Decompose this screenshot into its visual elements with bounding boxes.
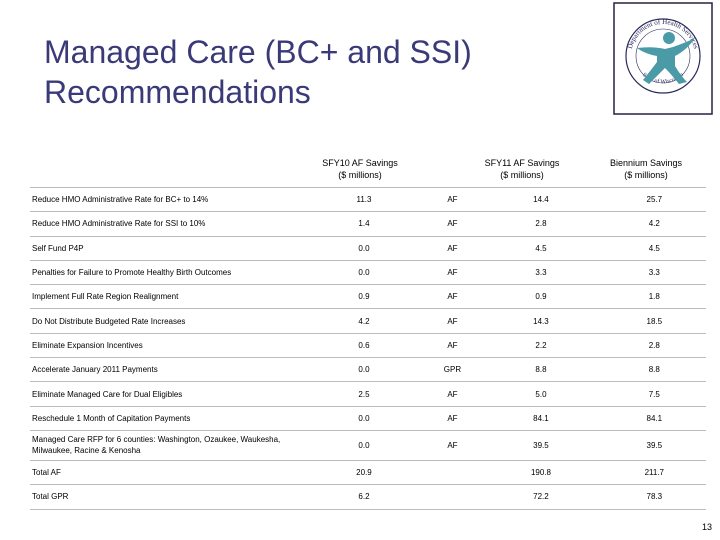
table-row: Reschedule 1 Month of Capitation Payment… xyxy=(30,406,706,430)
row-name: Do Not Distribute Budgeted Rate Increase… xyxy=(32,316,186,326)
row-sfy10-savings: 0.0 xyxy=(358,365,370,375)
row-sfy10-savings: 20.9 xyxy=(356,468,372,478)
row-biennium-savings: 211.7 xyxy=(644,468,664,478)
row-biennium-savings: 7.5 xyxy=(648,389,660,399)
row-fund-type: AF xyxy=(447,413,458,423)
row-sfy11-savings: 14.4 xyxy=(533,195,549,205)
row-sfy11-savings: 190.8 xyxy=(530,468,551,478)
row-sfy11-savings: 39.5 xyxy=(533,440,549,450)
row-fund-type: AF xyxy=(447,268,458,278)
table-row: Self Fund P4P 0.0 AF 4.5 4.5 xyxy=(30,236,706,260)
row-sfy10-savings: 0.0 xyxy=(358,243,370,253)
col-header-sfy10-line1: SFY10 AF Savings xyxy=(322,158,398,168)
row-biennium-savings: 84.1 xyxy=(646,413,663,423)
row-name: Eliminate Expansion Incentives xyxy=(32,340,143,350)
row-biennium-savings: 78.3 xyxy=(646,492,663,502)
row-biennium-savings: 3.3 xyxy=(648,268,660,278)
slide-title: Managed Care (BC+ and SSI) Recommendatio… xyxy=(44,32,604,112)
row-sfy10-savings: 2.5 xyxy=(358,389,370,399)
table-row: Eliminate Expansion Incentives 0.6 AF 2.2 2.… xyxy=(30,333,706,357)
col-header-biennium-line1: Biennium Savings xyxy=(609,158,683,168)
row-fund-type: AF xyxy=(447,219,458,229)
row-sfy11-savings: 2.8 xyxy=(535,219,547,229)
row-name: Reduce HMO Administrative Rate for BC+ t… xyxy=(32,195,209,205)
row-name: Managed Care RFP for 6 counties: Washing… xyxy=(32,435,281,456)
row-sfy10-savings: 0.9 xyxy=(358,292,370,302)
row-name: Total GPR xyxy=(32,492,69,502)
table-row: Total GPR 6.2 72.2 78.3 xyxy=(30,484,706,510)
row-biennium-savings: 4.5 xyxy=(648,243,660,253)
row-fund-type xyxy=(426,460,480,484)
row-sfy11-savings: 2.2 xyxy=(535,340,547,350)
row-sfy11-savings: 3.3 xyxy=(535,268,547,278)
row-sfy10-savings: 0.0 xyxy=(358,268,370,278)
table-row: Penalties for Failure to Promote Healthy… xyxy=(30,260,706,284)
row-biennium-savings: 18.5 xyxy=(646,316,663,326)
row-sfy10-savings: 0.0 xyxy=(358,440,370,450)
row-fund-type: GPR xyxy=(443,365,462,375)
row-sfy10-savings: 11.3 xyxy=(356,195,372,205)
table-row: Reduce HMO Administrative Rate for BC+ t… xyxy=(30,187,706,212)
table-row: Reduce HMO Administrative Rate for SSI t… xyxy=(30,211,706,236)
row-fund-type xyxy=(426,485,480,509)
row-name: Accelerate January 2011 Payments xyxy=(32,365,158,375)
row-name: Reduce HMO Administrative Rate for SSI t… xyxy=(32,219,206,229)
row-sfy11-savings: 84.1 xyxy=(533,413,549,423)
person-figure-icon xyxy=(637,32,695,84)
slide-title-line-1: Managed Care (BC+ and SSI) xyxy=(44,34,472,70)
page-number: 13 xyxy=(701,522,712,532)
row-biennium-savings: 39.5 xyxy=(646,440,663,450)
row-sfy10-savings: 1.4 xyxy=(358,219,370,229)
department-logo: Department of Health Services State of W… xyxy=(613,2,713,115)
row-fund-type: AF xyxy=(447,292,458,302)
row-sfy10-savings: 4.2 xyxy=(358,316,370,326)
row-fund-type: AF xyxy=(447,316,458,326)
row-biennium-savings: 8.8 xyxy=(648,365,660,375)
row-name: Reschedule 1 Month of Capitation Payment… xyxy=(32,413,191,423)
row-name: Total AF xyxy=(32,468,61,478)
col-header-sfy11: SFY11 AF Savings ($ millions) xyxy=(462,157,582,181)
row-biennium-savings: 4.2 xyxy=(648,219,660,229)
row-sfy11-savings: 4.5 xyxy=(535,243,547,253)
row-name: Implement Full Rate Region Realignment xyxy=(32,292,179,302)
col-header-biennium-line2: ($ millions) xyxy=(624,170,668,180)
row-fund-type: AF xyxy=(447,243,458,253)
row-fund-type: AF xyxy=(447,195,458,205)
row-sfy11-savings: 14.3 xyxy=(533,316,549,326)
table-row: Implement Full Rate Region Realignment 0.… xyxy=(30,284,706,309)
row-fund-type: AF xyxy=(447,340,458,350)
col-header-biennium: Biennium Savings ($ millions) xyxy=(586,157,706,181)
row-fund-type: AF xyxy=(447,440,458,450)
col-header-sfy10-line2: ($ millions) xyxy=(338,170,382,180)
row-biennium-savings: 2.8 xyxy=(648,340,660,350)
recommendations-table-body: Reduce HMO Administrative Rate for BC+ t… xyxy=(30,187,706,510)
row-sfy11-savings: 0.9 xyxy=(535,292,547,302)
row-sfy11-savings: 72.2 xyxy=(533,492,549,502)
col-header-sfy10: SFY10 AF Savings ($ millions) xyxy=(300,157,420,181)
row-sfy10-savings: 0.0 xyxy=(358,413,370,423)
table-row: Eliminate Managed Care for Dual Eligible… xyxy=(30,381,706,406)
row-name: Self Fund P4P xyxy=(32,243,84,253)
slide-title-line-2: Recommendations xyxy=(44,74,311,110)
table-row: Managed Care RFP for 6 counties: Washing… xyxy=(30,430,706,460)
row-biennium-savings: 1.8 xyxy=(648,292,660,302)
row-sfy11-savings: 8.8 xyxy=(535,365,547,375)
table-row: Accelerate January 2011 Payments 0.0 GPR 8.… xyxy=(30,357,706,382)
row-sfy11-savings: 5.0 xyxy=(535,389,547,399)
row-biennium-savings: 25.7 xyxy=(646,195,663,205)
row-name: Penalties for Failure to Promote Healthy… xyxy=(32,268,232,278)
col-header-sfy11-line2: ($ millions) xyxy=(500,170,544,180)
table-row: Do Not Distribute Budgeted Rate Increase… xyxy=(30,308,706,333)
row-sfy10-savings: 6.2 xyxy=(358,492,370,502)
row-name: Eliminate Managed Care for Dual Eligible… xyxy=(32,389,183,399)
row-sfy10-savings: 0.6 xyxy=(358,340,370,350)
table-row: Total AF 20.9 190.8 211.7 xyxy=(30,460,706,484)
col-header-sfy11-line1: SFY11 AF Savings xyxy=(484,158,560,168)
recommendations-table: Reduce HMO Administrative Rate for BC+ t… xyxy=(30,187,706,510)
row-fund-type: AF xyxy=(447,389,458,399)
